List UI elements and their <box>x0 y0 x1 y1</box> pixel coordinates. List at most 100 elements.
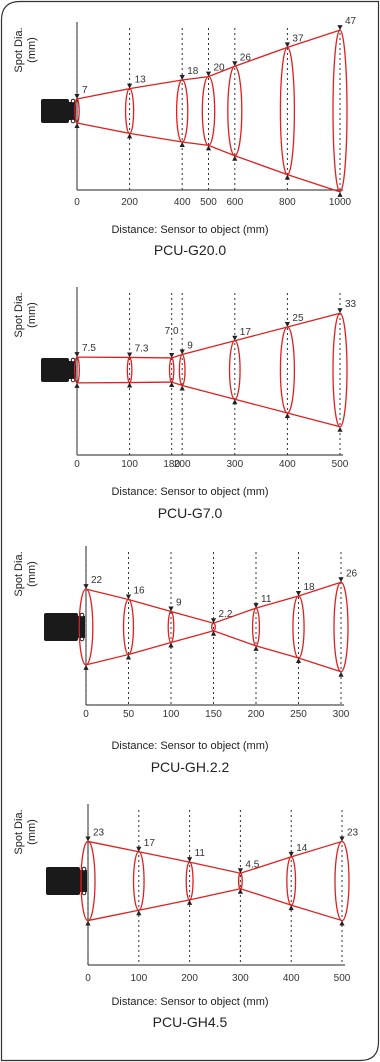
beam-diagram-2: Spot Dia. (mm) 7.5 0 7.3 100 7.0 180 9 200 17 300 25… <box>13 287 357 470</box>
spot-ellipse <box>237 872 243 890</box>
spot-ellipse <box>201 75 216 147</box>
spot-diameter-label: 22 <box>91 575 103 586</box>
beam-diagram-4: Spot Dia. (mm) 23 0 17 100 11 200 4.5 300 14 400 23 5… <box>13 804 359 984</box>
y-axis-unit: (mm) <box>26 819 38 845</box>
arrow-top <box>338 577 344 583</box>
arrow-bottom <box>232 155 238 161</box>
spot-diameter-label: 33 <box>345 299 357 310</box>
arrow-bottom <box>85 920 91 926</box>
arrow-top <box>74 93 80 99</box>
y-axis-label: Spot Dia. <box>13 809 25 854</box>
model-title: PCU-GH4.5 <box>152 1014 228 1030</box>
spot-ellipse <box>279 46 296 176</box>
x-tick-label: 0 <box>83 709 89 720</box>
arrow-top <box>125 594 132 600</box>
x-tick-label: 0 <box>85 973 91 984</box>
arrow-bottom <box>232 399 238 405</box>
arrow-bottom <box>337 426 343 432</box>
arrow-top <box>169 352 175 358</box>
arrow-top <box>74 352 80 358</box>
sensor-body <box>46 867 80 895</box>
sensor-body <box>44 613 78 641</box>
spot-diameter-label: 16 <box>134 585 146 596</box>
model-title: PCU-GH.2.2 <box>150 759 230 775</box>
spot-ellipse <box>167 610 175 644</box>
x-tick-label: 0 <box>74 197 80 208</box>
arrow-bottom <box>136 910 142 916</box>
sensor-connector-pin <box>70 377 76 383</box>
x-axis-label: Distance: Sensor to object (mm) <box>111 996 269 1008</box>
arrow-top <box>127 83 133 89</box>
spot-diameter-label: 14 <box>296 843 308 854</box>
arrow-bottom <box>74 382 80 388</box>
beam-lower-edge <box>76 381 341 428</box>
spot-diameter-label: 26 <box>346 568 358 579</box>
arrow-bottom <box>127 382 133 388</box>
x-tick-label: 180 <box>163 459 180 470</box>
x-tick-label: 200 <box>174 459 191 470</box>
spot-ellipse <box>132 851 145 911</box>
arrow-bottom <box>169 382 175 388</box>
spot-diameter-label: 26 <box>240 52 252 63</box>
x-tick-label: 50 <box>123 709 135 720</box>
x-tick-label: 100 <box>130 973 147 984</box>
x-tick-label: 300 <box>232 973 249 984</box>
arrow-bottom <box>284 174 290 180</box>
spot-ellipse <box>251 607 261 647</box>
arrow-bottom <box>338 671 344 677</box>
arrow-top <box>232 61 238 67</box>
x-tick-label: 150 <box>205 709 222 720</box>
arrow-bottom <box>253 645 259 651</box>
arrow-top <box>337 308 343 314</box>
x-tick-label: 400 <box>174 197 191 208</box>
sensor-connector-pin <box>70 357 76 363</box>
beam-diagram-3: Spot Dia. (mm) 22 0 16 50 9 100 2.2 150 11 200 18 250… <box>13 546 358 720</box>
y-axis-unit: (mm) <box>26 561 38 587</box>
arrow-top <box>168 606 174 612</box>
spot-diameter-label: 4.5 <box>245 859 259 870</box>
arrow-bottom <box>179 141 185 147</box>
sensor-body <box>41 358 69 382</box>
arrow-bottom <box>339 920 345 926</box>
y-axis-unit: (mm) <box>26 37 38 63</box>
arrow-bottom <box>168 642 174 648</box>
arrow-top <box>237 868 243 874</box>
arrow-top <box>83 584 89 590</box>
x-tick-label: 200 <box>181 973 198 984</box>
diagram-pcu-gh45: Spot Dia. (mm) 23 0 17 100 11 200 4.5 300 14 400 23 5… <box>0 790 380 1062</box>
spot-diameter-label: 9 <box>176 598 182 609</box>
arrow-top <box>232 335 238 341</box>
spot-diameter-label: 25 <box>292 313 304 324</box>
x-tick-label: 0 <box>74 459 80 470</box>
arrow-top <box>288 851 294 857</box>
arrow-bottom <box>210 630 217 636</box>
arrow-top <box>179 75 185 81</box>
arrow-bottom <box>127 133 133 139</box>
arrow-top <box>179 349 185 355</box>
y-axis-unit: (mm) <box>26 302 38 328</box>
sensor-connector-pin <box>79 612 85 618</box>
arrow-top <box>127 352 133 358</box>
x-tick-label: 600 <box>226 197 243 208</box>
arrow-top <box>85 836 91 842</box>
beam-lower-edge <box>87 888 343 922</box>
spot-diameter-label: 47 <box>345 16 357 27</box>
diagram-pcu-gh22: Spot Dia. (mm) 22 0 16 50 9 100 2.2 150 11 200 18 250… <box>0 530 380 790</box>
spot-diameter-label: 7.0 <box>165 326 179 337</box>
spot-diameter-label: 17 <box>240 327 252 338</box>
beam-upper-edge <box>87 840 343 874</box>
x-tick-label: 400 <box>283 973 300 984</box>
diagram-pcu-g7: Spot Dia. (mm) 7.5 0 7.3 100 7.0 180 9 200 17 300 25… <box>0 265 380 530</box>
spot-diameter-label: 13 <box>135 75 147 86</box>
arrow-bottom <box>179 385 185 391</box>
arrow-bottom <box>288 905 294 911</box>
sensor-lens-mount <box>69 361 76 379</box>
sensor-connector-pin <box>70 118 76 124</box>
arrow-top <box>205 71 212 77</box>
arrow-top <box>295 591 302 597</box>
arrow-bottom <box>284 413 290 418</box>
spot-ellipse <box>333 581 349 673</box>
arrow-bottom <box>337 191 343 197</box>
x-tick-label: 500 <box>332 459 349 470</box>
